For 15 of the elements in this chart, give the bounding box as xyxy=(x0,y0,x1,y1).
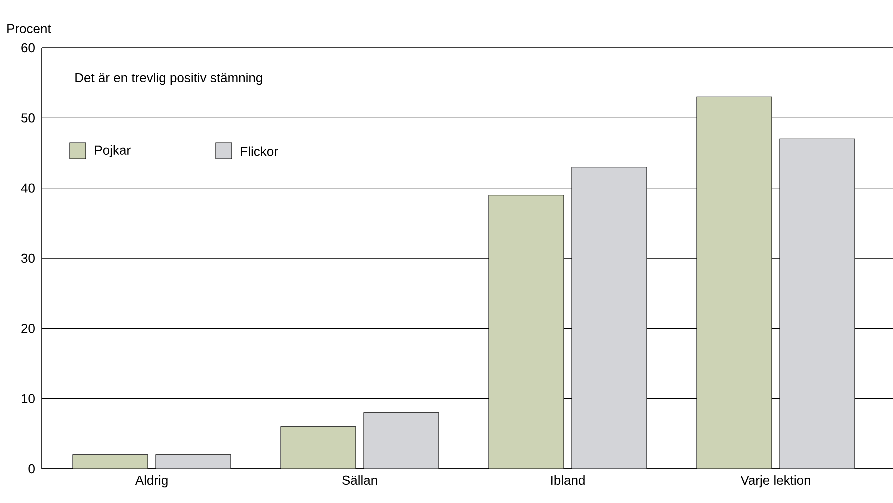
y-tick-label: 50 xyxy=(22,114,35,123)
legend-label: Flickor xyxy=(241,146,278,156)
legend-label: Pojkar xyxy=(95,145,131,158)
x-tick-label: Sällan xyxy=(342,476,378,486)
y-tick-label: 60 xyxy=(22,43,35,53)
y-tick-label: 40 xyxy=(21,184,35,193)
y-tick-label: 0 xyxy=(28,464,35,474)
y-tick-label: 30 xyxy=(22,254,35,264)
y-tick-label: 20 xyxy=(22,324,35,334)
y-tick-label: 10 xyxy=(22,394,35,404)
text: Det är en trevlig positiv stämning xyxy=(76,72,262,86)
y-axis-title: Procent xyxy=(8,24,52,34)
x-tick-label: Varje lektion xyxy=(740,476,810,488)
x-tick-label: Aldrig xyxy=(135,476,168,488)
x-tick-label: Ibland xyxy=(552,476,585,486)
